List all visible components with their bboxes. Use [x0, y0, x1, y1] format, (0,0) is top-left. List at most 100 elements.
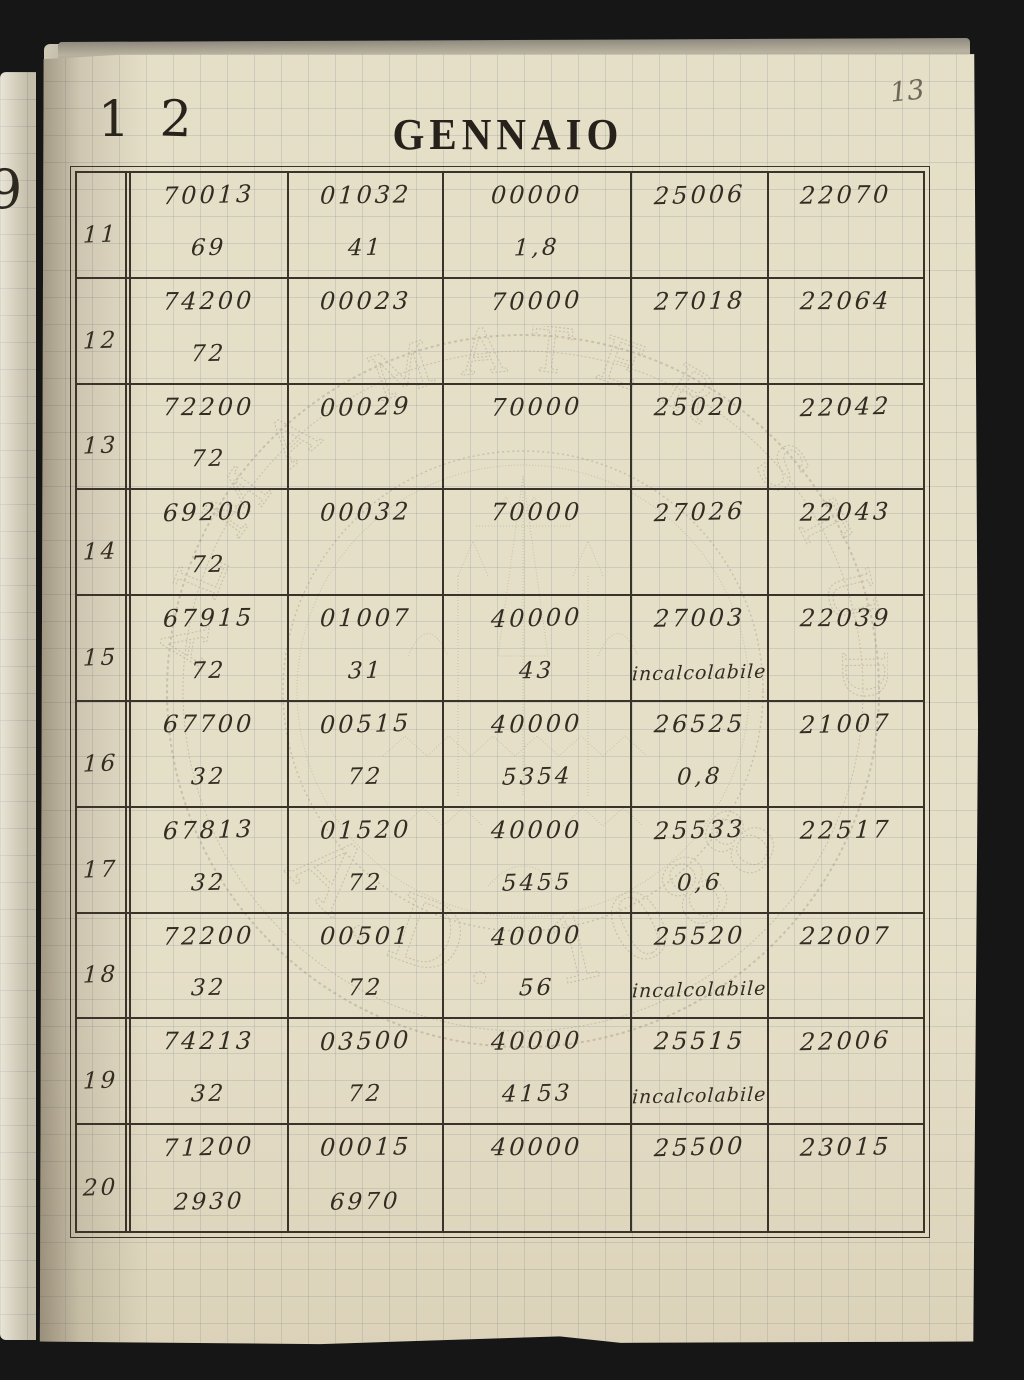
- day-number: 18: [82, 961, 120, 990]
- day-cell: 12: [77, 278, 131, 383]
- cell-value-top: 27003: [653, 603, 746, 633]
- cell-value-top: 01520: [319, 815, 412, 845]
- cell-value-top: 22070: [799, 180, 893, 210]
- cell-value-top: 23015: [799, 1132, 893, 1162]
- value-cell: 00032: [289, 490, 444, 595]
- cell-value-bottom: 72: [347, 1080, 384, 1108]
- cell-value-bottom: incalcolabile: [632, 660, 768, 686]
- cell-value-top: 27026: [653, 497, 746, 528]
- table-row: 11 70013 69 01032 41 00000 1,8 25006 22070: [77, 173, 923, 279]
- value-cell: 22007: [769, 914, 923, 1018]
- cell-value-top: 00029: [319, 391, 412, 422]
- cell-value-top: 70013: [162, 179, 256, 211]
- table-row: 20 71200 2930 00015 6970 40000 25500 23015: [77, 1125, 923, 1231]
- cell-value-bottom: 32: [190, 869, 228, 896]
- day-number: 12: [82, 327, 120, 355]
- value-cell: 40000 43: [444, 596, 632, 700]
- table-row: 18 72200 32 00501 72 40000 56 25520 incalcolabil…: [77, 913, 923, 1020]
- cell-value-bottom: incalcolabile: [632, 1083, 768, 1109]
- value-cell: 25520 incalcolabile: [632, 913, 769, 1018]
- cell-value-bottom: 2930: [173, 1188, 245, 1216]
- table-row: 17 67813 32 01520 72 40000 5455 25533 0,6 22517: [77, 807, 923, 914]
- table-row: 14 69200 72 00032 70000 27026 22043: [77, 490, 923, 597]
- value-cell: 00015 6970: [289, 1125, 444, 1231]
- cell-value-top: 67813: [162, 814, 256, 846]
- value-cell: 00515 72: [289, 702, 444, 806]
- value-cell: 72200 32: [131, 913, 289, 1018]
- value-cell: 67915 72: [131, 596, 289, 700]
- day-number: 15: [82, 644, 120, 672]
- value-cell: 25515 incalcolabile: [632, 1019, 769, 1124]
- cell-value-top: 22517: [799, 815, 893, 845]
- day-number: 16: [82, 750, 120, 778]
- cell-value-top: 40000: [490, 602, 584, 634]
- day-cell: 18: [77, 913, 131, 1018]
- cell-value-bottom: 5354: [501, 763, 573, 791]
- cell-value-top: 01032: [319, 180, 412, 210]
- cell-value-top: 25533: [653, 814, 746, 846]
- value-cell: 70000: [444, 490, 632, 595]
- cell-value-top: 40000: [490, 1026, 584, 1057]
- value-cell: 00023: [289, 278, 444, 383]
- cell-value-bottom: 0,6: [676, 869, 723, 897]
- cell-value-top: 21007: [799, 708, 893, 740]
- value-cell: 00000 1,8: [444, 173, 632, 277]
- day-cell: 20: [77, 1125, 131, 1231]
- cell-value-top: 67915: [162, 603, 256, 633]
- value-cell: 00501 72: [289, 913, 444, 1018]
- cell-value-top: 22042: [799, 391, 893, 422]
- cell-value-bottom: 32: [190, 975, 228, 1002]
- cell-value-bottom: 0,8: [676, 763, 723, 791]
- cell-value-top: 00023: [318, 286, 413, 316]
- notebook-page: ALMA MATER STUDIORUM A.D. 1088 1 2 GENNA…: [39, 54, 978, 1345]
- ledger-table: 11 70013 69 01032 41 00000 1,8 25006 22070 12 7420…: [70, 166, 930, 1238]
- ledger-table-grid: 11 70013 69 01032 41 00000 1,8 25006 22070 12 7420…: [75, 171, 925, 1233]
- day-number: 14: [82, 538, 120, 566]
- value-cell: 22070: [769, 173, 923, 277]
- cell-value-top: 00000: [490, 180, 584, 210]
- value-cell: 22042: [769, 385, 923, 489]
- cell-value-bottom: 72: [190, 446, 228, 473]
- day-cell: 19: [77, 1019, 131, 1124]
- cell-value-top: 22039: [799, 603, 893, 633]
- day-cell: 11: [77, 173, 131, 277]
- day-cell: 14: [77, 490, 131, 595]
- cell-value-bottom: incalcolabile: [632, 977, 768, 1003]
- value-cell: 22064: [769, 279, 923, 383]
- cell-value-top: 22007: [799, 921, 893, 950]
- previous-page-number-fragment: 9: [0, 158, 23, 221]
- cell-value-top: 67700: [162, 709, 256, 739]
- cell-value-top: 25500: [653, 1131, 746, 1163]
- cell-value-bottom: 72: [190, 551, 228, 579]
- value-cell: 01520 72: [289, 807, 444, 912]
- value-cell: 70013 69: [131, 173, 289, 277]
- cell-value-top: 74200: [162, 286, 256, 316]
- cell-value-top: 26525: [652, 709, 747, 739]
- cell-value-top: 40000: [490, 920, 584, 951]
- value-cell: 01007 31: [289, 596, 444, 700]
- cell-value-top: 70000: [490, 391, 584, 422]
- value-cell: 70000: [444, 384, 632, 489]
- value-cell: 67813 32: [131, 807, 289, 912]
- cell-value-top: 70000: [490, 498, 584, 527]
- value-cell: 22043: [769, 490, 923, 594]
- cell-value-top: 71200: [162, 1131, 256, 1163]
- cell-value-bottom: 72: [190, 657, 228, 685]
- cell-value-top: 27018: [653, 286, 746, 316]
- cell-value-top: 74213: [162, 1027, 256, 1056]
- value-cell: 25006: [632, 173, 769, 277]
- value-cell: 74200 72: [131, 278, 289, 383]
- cell-value-top: 69200: [162, 497, 256, 528]
- day-cell: 17: [77, 807, 131, 912]
- cell-value-top: 72200: [162, 920, 256, 951]
- value-cell: 21007: [769, 702, 923, 806]
- cell-value-bottom: 5455: [501, 868, 573, 897]
- table-row: 12 74200 72 00023 70000 27018 22064: [77, 278, 923, 385]
- facing-page-edge: 9: [0, 72, 36, 1340]
- value-cell: 71200 2930: [131, 1125, 289, 1231]
- value-cell: 67700 32: [131, 702, 289, 806]
- value-cell: 27003 incalcolabile: [632, 596, 769, 700]
- value-cell: 25020: [632, 384, 769, 489]
- value-cell: 26525 0,8: [632, 702, 769, 806]
- day-number: 20: [82, 1174, 120, 1202]
